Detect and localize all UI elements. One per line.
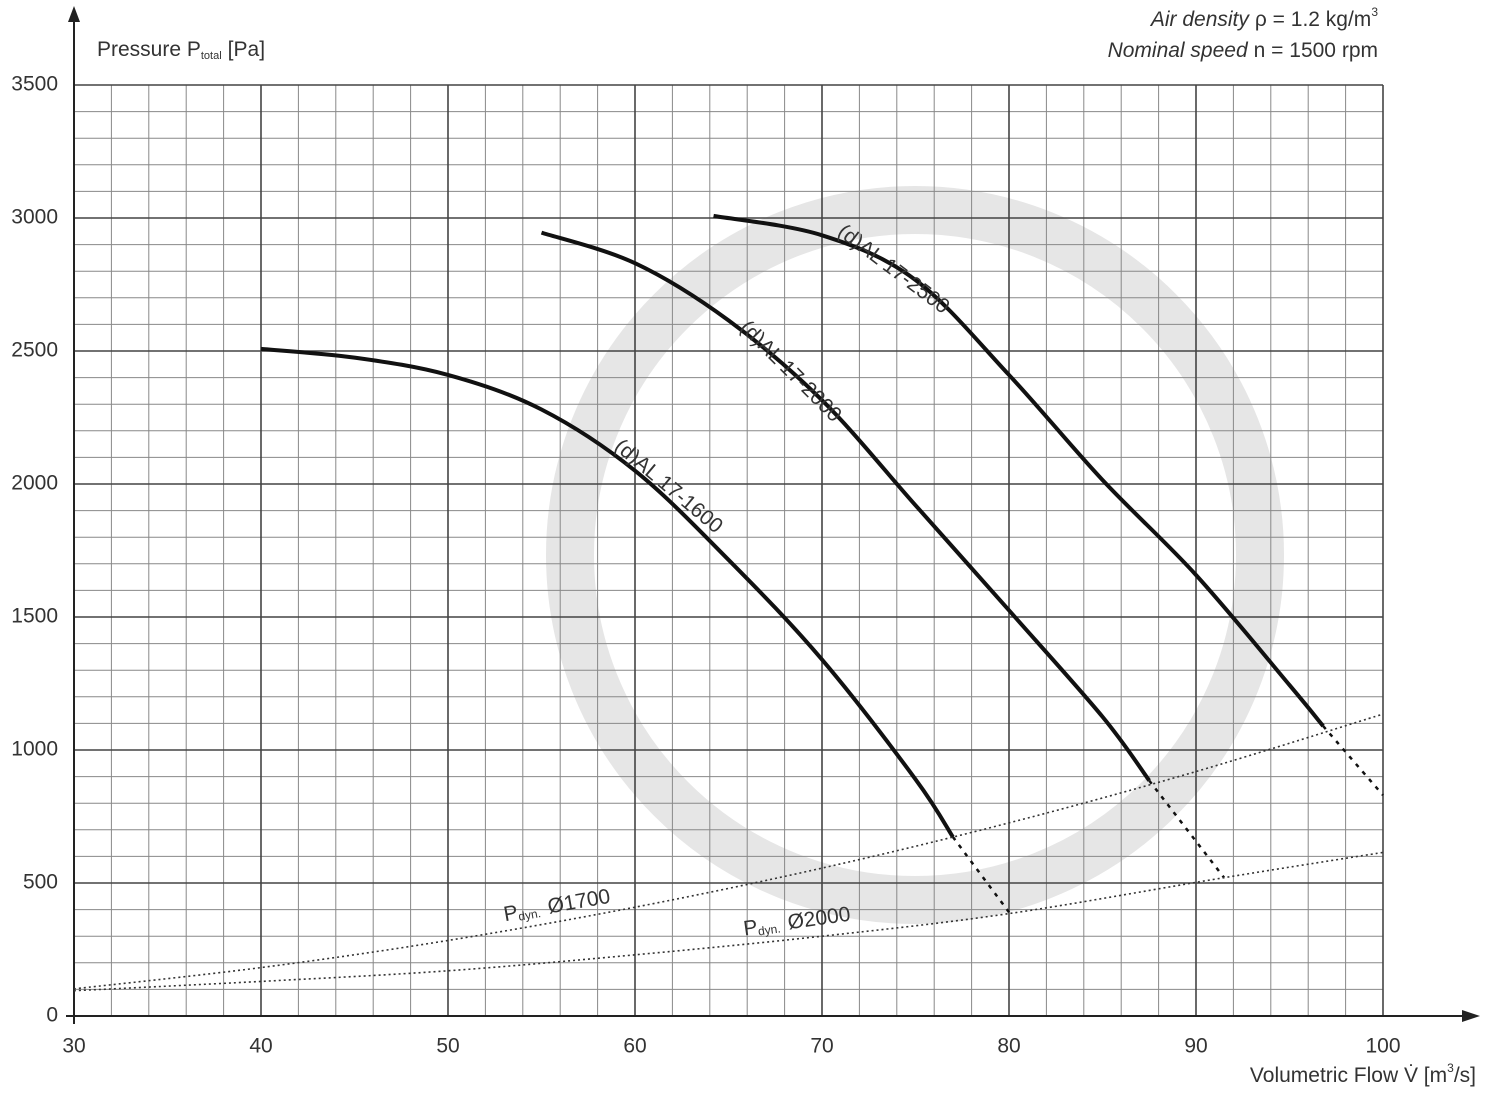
annotation-italic: Air density	[1149, 8, 1251, 31]
label-size: Ø1700	[546, 884, 612, 918]
x-tick-label: 60	[623, 1035, 646, 1058]
xlabel-end: /s]	[1454, 1064, 1476, 1087]
y-tick-label: 2000	[11, 472, 58, 495]
title-unit: [Pa]	[228, 38, 265, 61]
x-axis-title: Volumetric Flow V̇ [m3/s]	[1250, 1061, 1476, 1086]
grid	[74, 85, 1383, 1016]
curve-label: Pdyn.Ø2000	[742, 902, 852, 940]
x-tick-label: 100	[1365, 1035, 1400, 1058]
x-tick-label: 80	[997, 1035, 1020, 1058]
label-sub: dyn.	[517, 906, 542, 924]
y-axis-title: Pressure Ptotal [Pa]	[97, 38, 265, 62]
curve-label: (d)AL 17-2000	[735, 316, 846, 427]
y-axis-arrow	[68, 6, 80, 22]
chart: Pressure Ptotal [Pa] Volumetric Flow V̇ […	[0, 0, 1494, 1093]
x-tick-label: 70	[810, 1035, 833, 1058]
y-tick-label: 0	[46, 1004, 58, 1027]
y-tick-label: 1000	[11, 738, 58, 761]
curve-label: Pdyn.Ø1700	[502, 884, 612, 926]
y-tick-label: 3000	[11, 206, 58, 229]
y-tick-label: 500	[23, 871, 58, 894]
label-size: Ø2000	[786, 902, 852, 934]
x-tick-label: 90	[1184, 1035, 1207, 1058]
annotation-text: n = 1500 rpm	[1254, 39, 1378, 62]
annotation-italic: Nominal speed	[1108, 39, 1249, 62]
fan-curve	[542, 233, 1150, 781]
watermark	[570, 210, 1260, 900]
title-sub: total	[201, 50, 222, 62]
x-tick-label: 40	[249, 1035, 272, 1058]
y-tick-label: 1500	[11, 605, 58, 628]
title-main: Pressure P	[97, 38, 201, 61]
x-tick-label: 50	[436, 1035, 459, 1058]
x-axis-arrow	[1462, 1010, 1480, 1022]
y-tick-label: 3500	[11, 73, 58, 96]
annotation-sup: 3	[1371, 5, 1378, 19]
fan-curve-extension	[1323, 726, 1383, 795]
x-tick-label: 30	[62, 1035, 85, 1058]
annotation-text: ρ = 1.2 kg/m	[1255, 8, 1371, 31]
xlabel-main: Volumetric Flow V̇ [m	[1250, 1064, 1447, 1087]
y-tick-label: 2500	[11, 339, 58, 362]
label-symbol: P	[742, 915, 759, 940]
